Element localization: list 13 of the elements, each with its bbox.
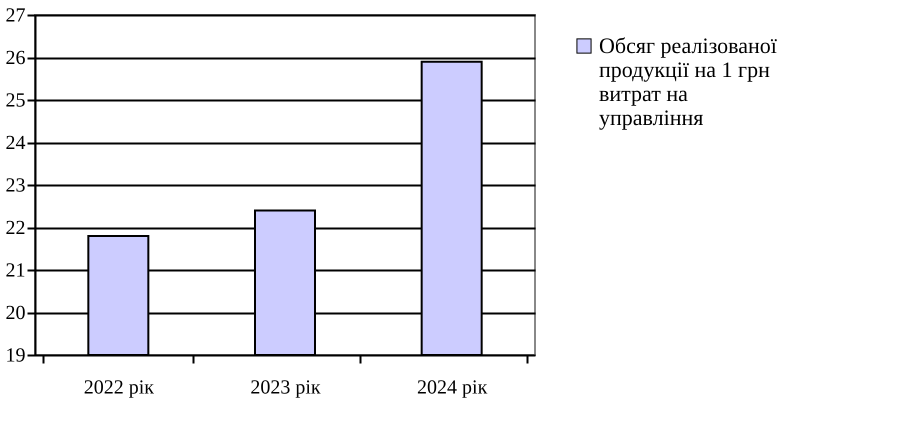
legend-label: Обсяг реалізованої продукції на 1 грн витрат на управління [599,33,778,130]
x-tick-label: 2023 рік [250,376,321,398]
y-tick-label: 27 [6,4,26,26]
y-tick-label: 19 [6,344,26,366]
y-tick-label: 26 [6,47,26,69]
y-tick-label: 21 [6,260,26,282]
y-tick-label: 25 [6,90,26,112]
x-tick-label: 2022 рік [84,376,154,398]
y-tick-label: 20 [6,302,26,324]
x-tick-label: 2024 рік [417,376,488,398]
y-tick-label: 22 [6,217,26,239]
y-tick-label: 23 [6,174,26,196]
y-tick-label: 24 [6,132,26,154]
